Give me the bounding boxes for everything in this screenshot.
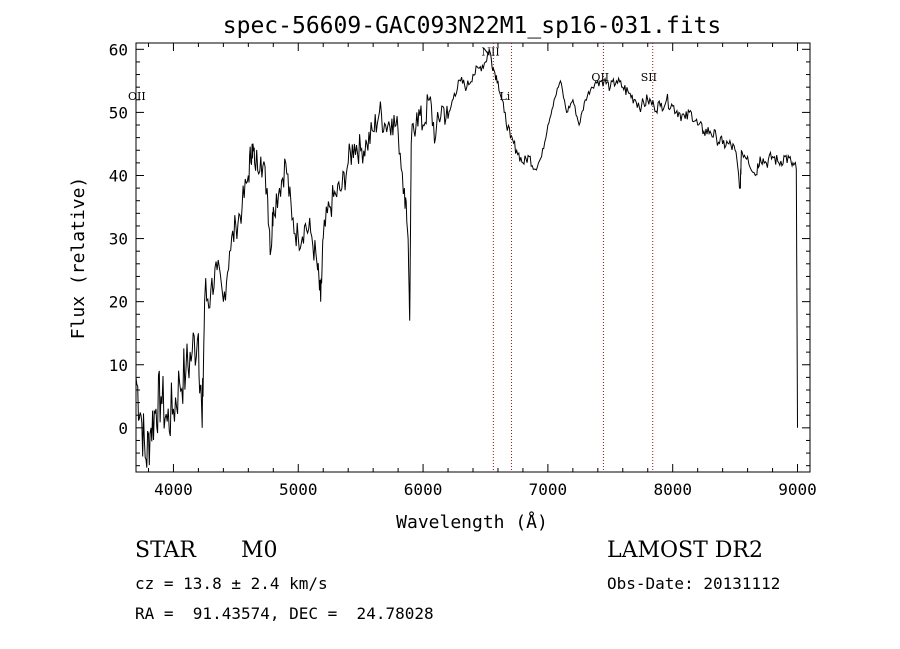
coordinates-radec: RA = 91.43574, DEC = 24.78028	[135, 604, 434, 623]
survey-name: LAMOST DR2	[607, 538, 763, 563]
y-axis-label: Flux (relative)	[68, 177, 89, 340]
object-class: STAR	[135, 538, 196, 563]
x-tick-label: 8000	[653, 480, 692, 499]
emission-line-label: SII	[641, 71, 657, 84]
x-axis-label: Wavelength (Å)	[396, 511, 548, 533]
spectrum-line	[135, 49, 798, 468]
axis-ticks: 4000 5000 6000 7000 8000 9000 0 10 20 30 40 50 60	[109, 40, 817, 499]
redshift-cz: cz = 13.8 ± 2.4 km/s	[135, 574, 328, 593]
x-tick-label: 6000	[404, 480, 443, 499]
x-tick-label: 4000	[154, 480, 193, 499]
y-tick-label: 10	[109, 356, 128, 375]
y-tick-label: 30	[109, 230, 128, 249]
edge-line-label: OII	[128, 90, 146, 103]
plot-frame	[135, 42, 811, 473]
chart-title: spec-56609-GAC093N22M1_sp16-031.fits	[223, 13, 722, 39]
y-tick-label: 60	[109, 40, 128, 59]
object-subclass: M0	[241, 538, 278, 563]
y-tick-label: 40	[109, 166, 128, 185]
y-tick-label: 20	[109, 293, 128, 312]
y-tick-label: 0	[118, 419, 128, 438]
emission-line-label: OII	[591, 71, 609, 84]
x-tick-label: 7000	[529, 480, 568, 499]
emission-line-label: Li	[499, 90, 510, 103]
y-tick-label: 50	[109, 103, 128, 122]
x-tick-label: 5000	[279, 480, 318, 499]
observation-date: Obs-Date: 20131112	[607, 574, 781, 593]
x-tick-label: 9000	[778, 480, 817, 499]
